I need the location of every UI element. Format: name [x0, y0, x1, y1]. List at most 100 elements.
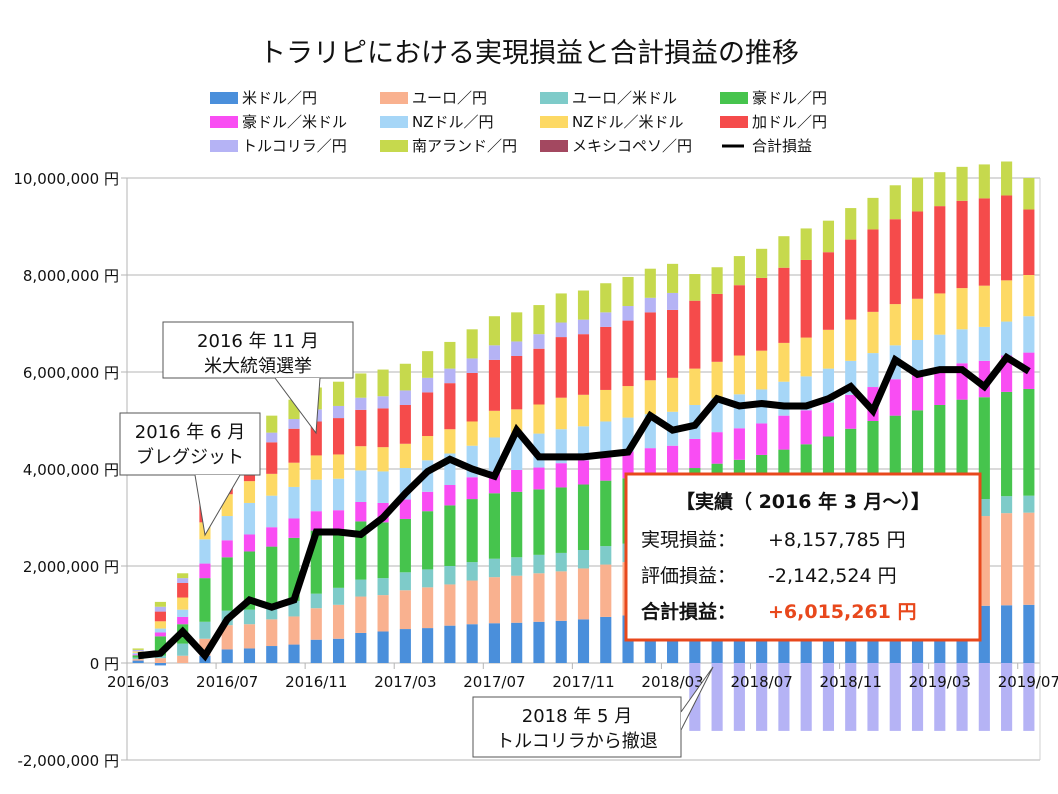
bar-segment: [422, 569, 434, 588]
bar-segment: [911, 663, 924, 731]
bar-segment: [221, 625, 233, 650]
legend-label: 豪ドル／米ドル: [242, 113, 347, 131]
chart-title: トラリピにおける実現損益と合計損益の推移: [259, 38, 799, 69]
legend-label: 豪ドル／円: [752, 89, 827, 107]
bar-segment: [934, 368, 946, 405]
bar-segment: [243, 624, 256, 649]
unrealized-value: -2,142,524 円: [768, 565, 897, 587]
x-axis: 2016/03 2016/07 2016/11 2017/03 2017/07 2017/…: [107, 663, 1058, 691]
bar-segment: [1023, 275, 1035, 317]
y-tick-label: 2,000,000 円: [23, 558, 119, 576]
bar-segment: [488, 410, 500, 438]
bar-segment: [132, 648, 144, 650]
bar-segment: [466, 445, 478, 478]
bar-segment: [377, 369, 389, 397]
bar-segment: [845, 239, 857, 320]
bar-segment: [355, 596, 367, 633]
bar-segment: [956, 399, 968, 500]
bar-segment: [444, 368, 456, 384]
bar-segment: [911, 339, 924, 374]
bar-segment: [288, 428, 300, 463]
bar-segment: [978, 605, 990, 663]
bar-segment: [533, 467, 545, 490]
bar-segment: [377, 595, 389, 632]
callout-line2: ブレグジット: [136, 446, 244, 468]
bar-segment: [1001, 195, 1013, 281]
bar-segment: [889, 415, 901, 508]
bar-segment: [288, 486, 300, 519]
bar-segment: [978, 326, 990, 361]
bar-segment: [1001, 321, 1013, 356]
bar-segment: [488, 493, 500, 559]
bar-segment: [221, 540, 233, 558]
bar-segment: [177, 655, 189, 663]
bar-segment: [778, 267, 790, 343]
bar-segment: [377, 408, 389, 448]
bar-segment: [577, 568, 590, 620]
stacked-bars: [132, 161, 1035, 731]
bar-segment: [533, 573, 545, 622]
bar-segment: [889, 379, 901, 416]
bar-segment: [243, 502, 256, 535]
bar-segment: [154, 658, 166, 663]
bar-segment: [600, 546, 612, 565]
bar-segment: [288, 537, 300, 601]
bar-segment: [867, 311, 879, 354]
bar-segment: [332, 454, 345, 479]
legend-swatch: [720, 116, 748, 128]
bar-segment: [310, 455, 322, 480]
bar-segment: [422, 628, 434, 663]
bar-segment: [177, 597, 189, 610]
legend-swatch: [210, 92, 238, 104]
bar-segment: [511, 575, 523, 623]
bar-segment: [1001, 355, 1013, 392]
bar-segment: [377, 471, 389, 503]
bar-segment: [177, 643, 189, 656]
bar-segment: [1001, 280, 1013, 322]
bar-segment: [845, 663, 857, 731]
bar-segment: [422, 436, 434, 461]
bar-segment: [956, 663, 968, 731]
bar-segment: [1023, 316, 1035, 353]
bar-segment: [266, 473, 278, 496]
bar-segment: [488, 577, 500, 624]
bar-segment: [399, 390, 411, 405]
bar-segment: [911, 410, 924, 505]
bar-segment: [1001, 605, 1013, 663]
bar-segment: [266, 527, 278, 547]
bar-segment: [533, 348, 545, 405]
callout-line1: 2018 年 5 月: [522, 706, 632, 727]
bar-segment: [555, 620, 567, 663]
bar-segment: [444, 584, 456, 626]
bar-segment: [1001, 513, 1013, 606]
bar-segment: [399, 590, 411, 630]
bar-segment: [711, 432, 723, 464]
bar-segment: [733, 394, 745, 429]
bar-segment: [934, 404, 946, 502]
bar-segment: [511, 341, 523, 356]
legend-swatch: [720, 92, 748, 104]
bar-segment: [511, 469, 523, 492]
bar-segment: [1023, 495, 1035, 513]
bar-segment: [822, 252, 835, 330]
bar-segment: [488, 316, 500, 346]
legend-label: トルコリラ／円: [242, 137, 347, 155]
bar-segment: [332, 418, 345, 455]
bar-segment: [310, 608, 322, 640]
legend-label: 加ドル／円: [752, 113, 827, 131]
x-tick-label: 2018/07: [730, 673, 792, 691]
bar-segment: [600, 312, 612, 327]
bar-segment: [288, 399, 300, 420]
total-label: 合計損益：: [641, 600, 736, 623]
y-tick-label: 8,000,000 円: [23, 267, 119, 285]
legend-swatch: [380, 92, 408, 104]
bar-segment: [243, 551, 256, 610]
bar-segment: [332, 510, 345, 530]
bar-segment: [911, 177, 924, 212]
bar-segment: [555, 293, 567, 323]
bar-segment: [667, 445, 679, 473]
bar-segment: [555, 397, 567, 430]
y-tick-label: 10,000,000 円: [13, 170, 119, 188]
bar-segment: [511, 409, 523, 437]
